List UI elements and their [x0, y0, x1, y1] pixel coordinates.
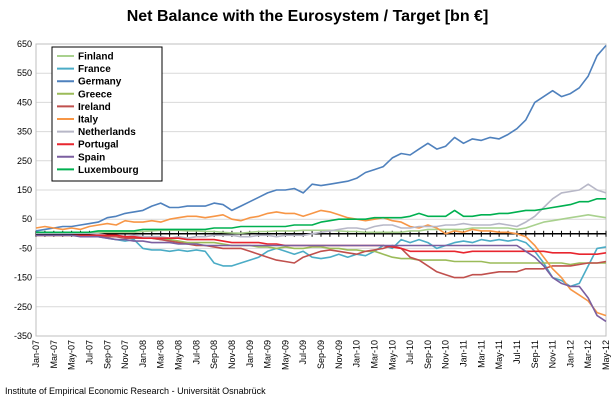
- legend-label: Ireland: [78, 102, 111, 113]
- legend-label: Luxembourg: [78, 165, 139, 176]
- y-tick-label: -150: [14, 273, 32, 283]
- y-tick-label: -50: [19, 243, 32, 253]
- series-line-france: [36, 234, 607, 288]
- x-tick-label: Sep-11: [530, 340, 540, 368]
- y-tick-label: 250: [17, 156, 32, 166]
- x-tick-label: Jul-10: [405, 340, 415, 365]
- x-tick-label: Mar-12: [583, 340, 593, 369]
- x-tick-label: Nov-07: [120, 340, 130, 369]
- footer-credit: Institute of Empirical Economic Research…: [5, 386, 266, 396]
- y-tick-label: -250: [14, 302, 32, 312]
- y-tick-label: 650: [17, 39, 32, 49]
- x-tick-label: Mar-08: [156, 340, 166, 369]
- plot-frame: [35, 43, 607, 337]
- y-tick-label: 50: [22, 214, 32, 224]
- x-tick-label: Jan-11: [459, 340, 469, 367]
- x-tick-label: Mar-10: [369, 340, 379, 369]
- legend-label: Germany: [78, 77, 122, 88]
- x-tick-label: Jul-09: [298, 340, 308, 365]
- x-tick-label: Nov-09: [334, 340, 344, 369]
- x-tick-label: May-09: [280, 340, 290, 370]
- series-line-spain: [36, 234, 607, 323]
- y-tick-label: 350: [17, 127, 32, 137]
- x-tick-label: May-10: [387, 340, 397, 370]
- x-tick-label: May-07: [67, 340, 77, 370]
- legend-label: Spain: [78, 152, 105, 163]
- x-tick-label: Nov-08: [227, 340, 237, 369]
- x-tick-label: Mar-11: [476, 340, 486, 368]
- y-tick-label: 450: [17, 97, 32, 107]
- x-tick-label: Sep-07: [102, 340, 112, 369]
- x-tick-label: Jan-12: [565, 340, 575, 368]
- series-line-italy: [35, 209, 607, 317]
- x-tick-label: Jan-10: [352, 340, 362, 368]
- x-tick-label: Jan-07: [31, 340, 41, 368]
- series-line-finland: [36, 214, 607, 234]
- x-tick-label: Mar-09: [263, 340, 273, 369]
- legend-label: France: [78, 64, 111, 75]
- series-line-germany: [35, 44, 607, 232]
- series-line-netherlands: [36, 183, 607, 239]
- x-tick-label: Nov-10: [441, 340, 451, 369]
- series-lines: [35, 44, 607, 323]
- x-tick-label: Jul-07: [84, 340, 94, 365]
- series-line-ireland: [36, 234, 607, 279]
- x-tick-label: Jul-08: [191, 340, 201, 365]
- chart-title: Net Balance with the Eurosystem / Target…: [126, 8, 489, 25]
- y-tick-label: 150: [17, 185, 32, 195]
- x-tick-label: Sep-10: [423, 340, 433, 369]
- x-tick-label: May-11: [494, 340, 504, 369]
- x-tick-label: May-12: [601, 340, 611, 370]
- x-tick-label: Mar-07: [49, 340, 59, 369]
- x-tick-label: Sep-09: [316, 340, 326, 369]
- x-tick-label: Jan-08: [138, 340, 148, 368]
- y-tick-label: 550: [17, 68, 32, 78]
- legend-label: Portugal: [78, 140, 119, 151]
- x-tick-label: Jan-09: [245, 340, 255, 368]
- x-tick-label: May-08: [174, 340, 184, 370]
- y-tick-label: -350: [14, 331, 32, 341]
- axes: 65055045035025015050-50-150-250-350Jan-0…: [14, 39, 611, 370]
- legend-label: Netherlands: [78, 127, 136, 138]
- legend-label: Finland: [78, 52, 114, 63]
- x-tick-label: Jul-11: [512, 340, 522, 364]
- series-line-luxembourg: [36, 198, 606, 234]
- x-tick-label: Sep-08: [209, 340, 219, 369]
- x-tick-label: Nov-11: [548, 340, 558, 368]
- legend-label: Italy: [78, 115, 98, 126]
- legend-label: Greece: [78, 89, 112, 100]
